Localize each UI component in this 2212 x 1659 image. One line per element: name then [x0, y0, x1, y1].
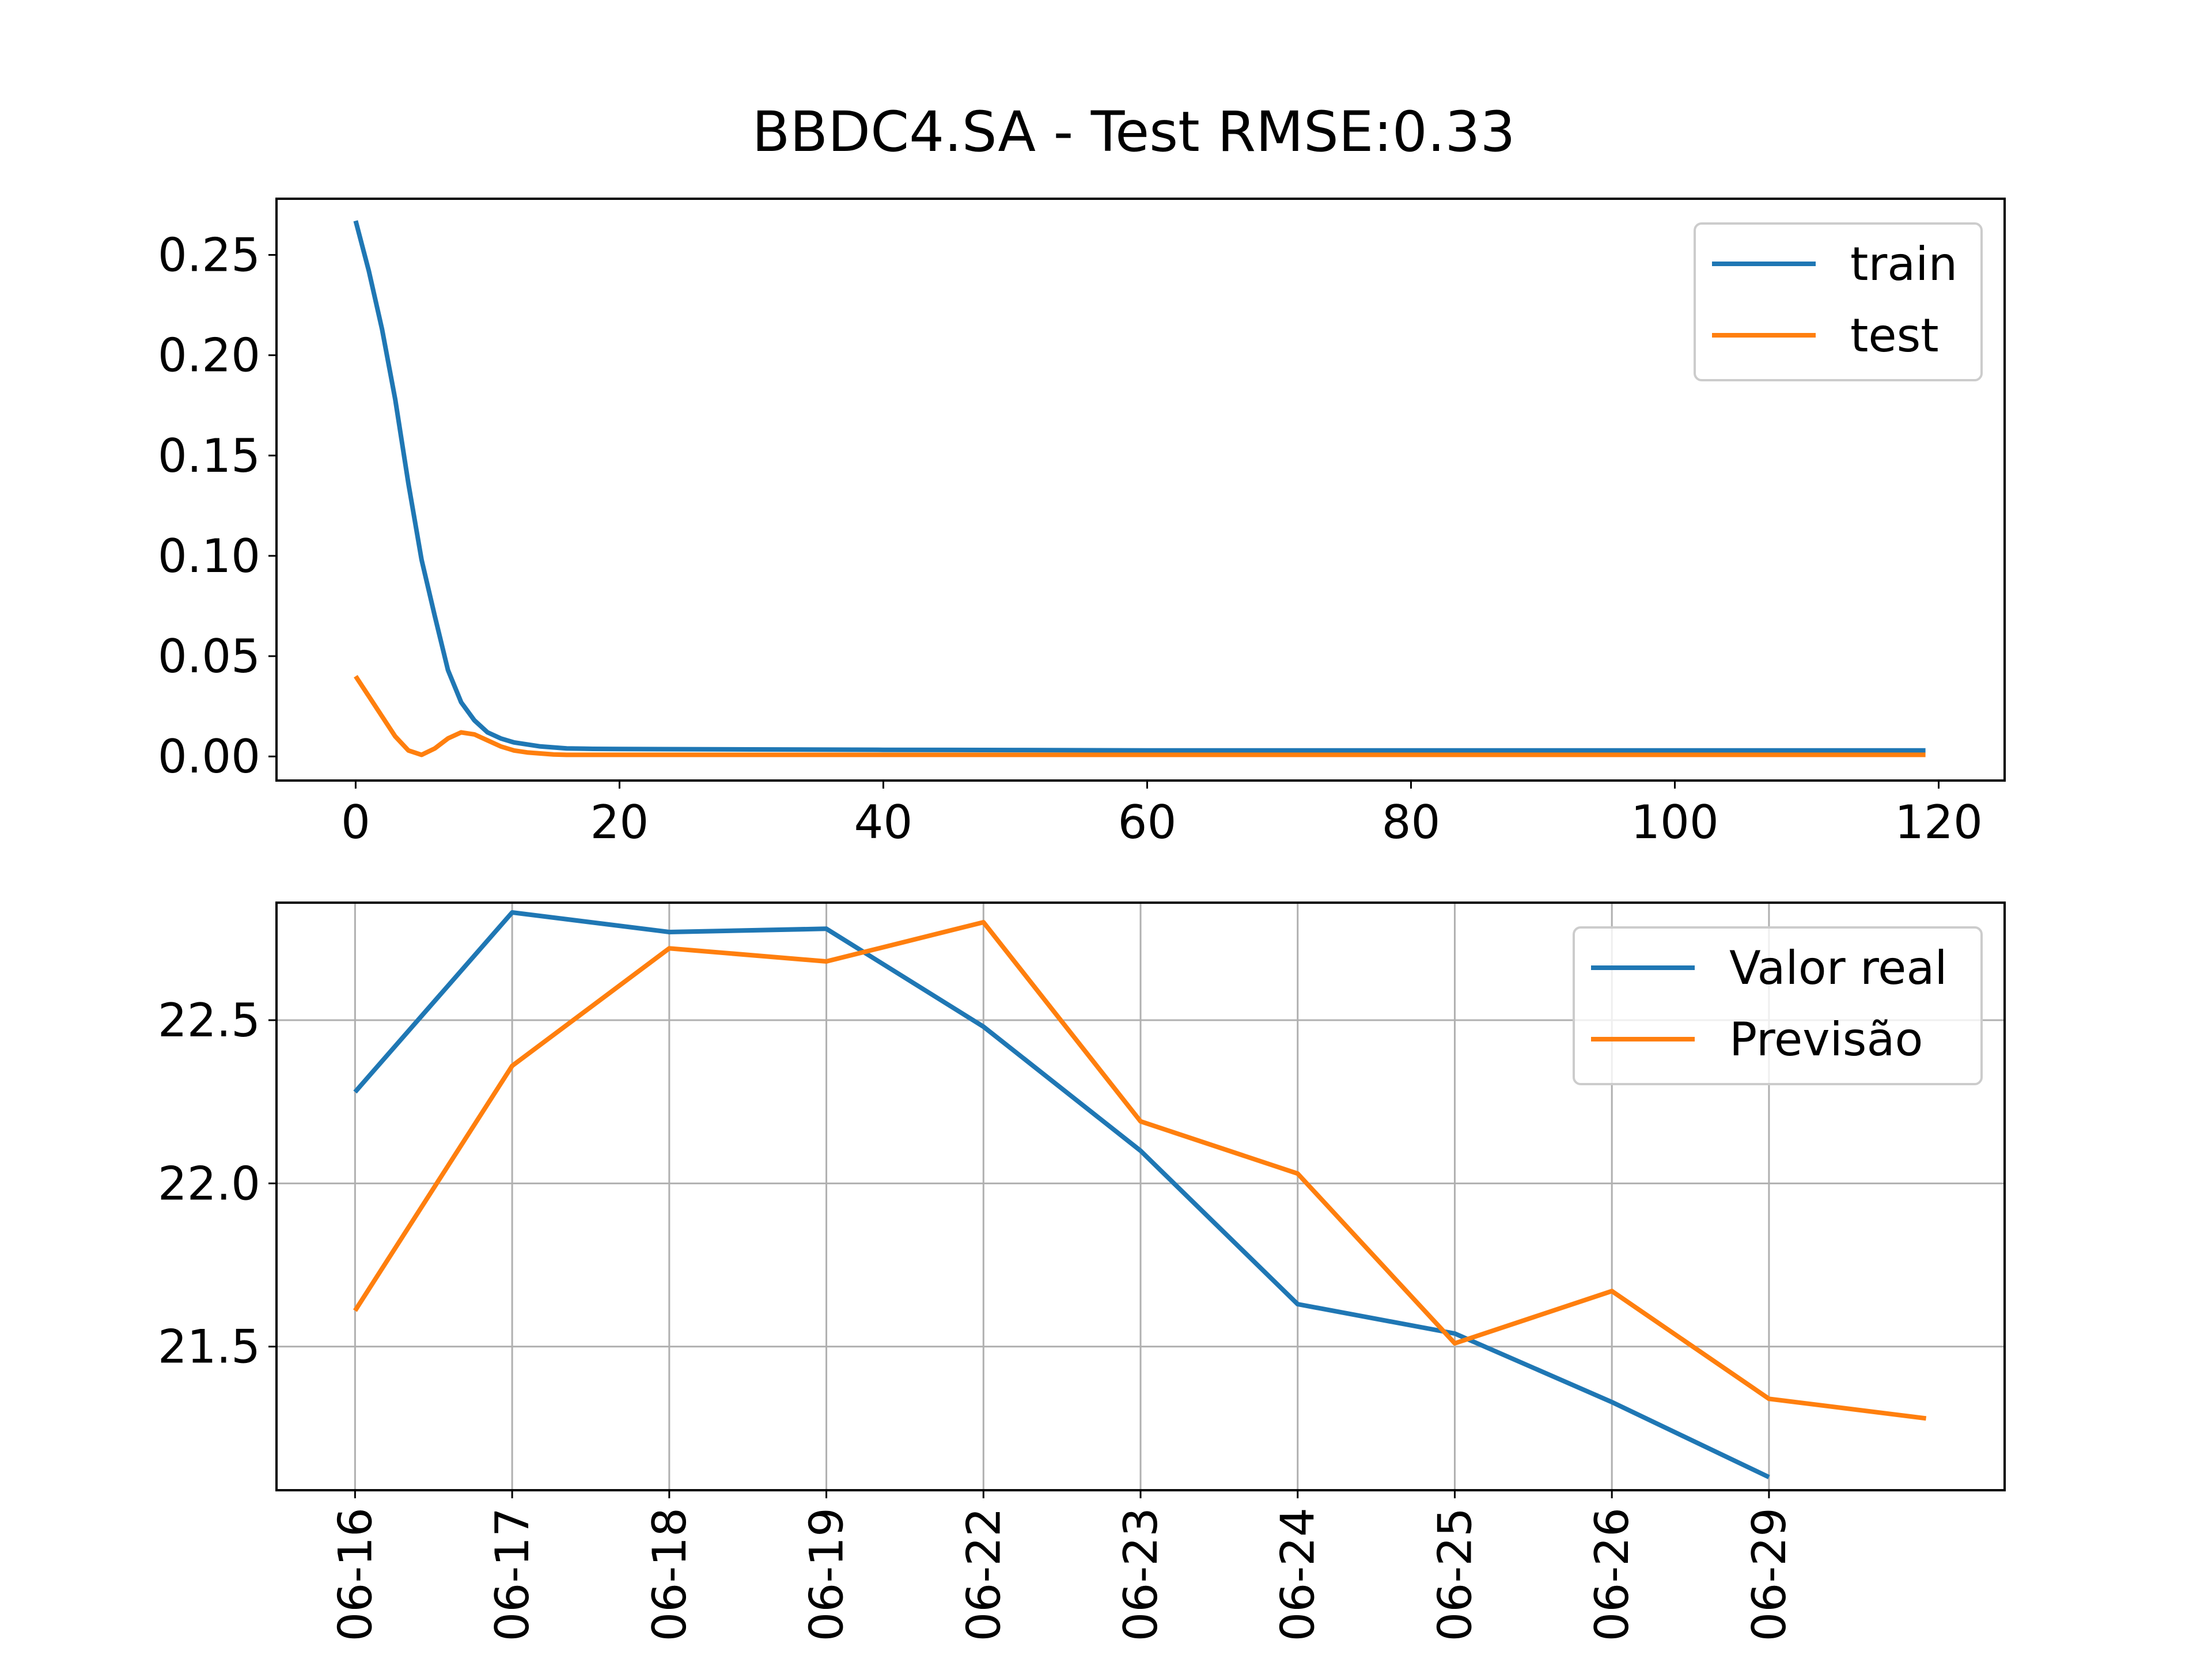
x-tick-label: 06-16 [328, 1508, 382, 1641]
y-tick-label: 21.5 [158, 1320, 260, 1374]
x-tick-label: 06-22 [957, 1508, 1010, 1641]
series-line-previs-o [353, 920, 1927, 1421]
x-tick-label: 60 [1118, 796, 1177, 849]
y-tick-label: 0.15 [158, 429, 260, 483]
legend-label-previsao: Previsão [1729, 1013, 1923, 1066]
legend-label-test: test [1850, 309, 1939, 362]
y-tick-label: 0.00 [158, 730, 260, 783]
series-line-valor-real [353, 910, 1770, 1479]
loss-chart: 0.00 0.05 0.10 0.15 0.20 0.25 0 20 40 60 80 100 120… [158, 198, 2006, 849]
y-tick-label: 22.5 [158, 994, 260, 1047]
prediction-chart-x-ticks: 06-16 06-17 06-18 06-19 06-22 06-23 06-24 06-25… [328, 1490, 1796, 1641]
x-tick-label: 0 [341, 796, 370, 849]
prediction-chart-lines [353, 910, 1927, 1479]
y-tick-label: 0.05 [158, 630, 260, 683]
y-tick-label: 22.0 [158, 1157, 260, 1210]
x-tick-label: 06-26 [1585, 1508, 1639, 1641]
x-tick-label: 100 [1631, 796, 1719, 849]
prediction-chart-legend: Valor real Previsão [1573, 926, 1983, 1085]
legend-label-valor-real: Valor real [1729, 941, 1948, 995]
x-tick-label: 06-29 [1743, 1508, 1796, 1641]
prediction-chart: 21.522.022.5 06-16 06-17 06-18 06-19 06-22 06… [158, 902, 2006, 1641]
loss-chart-x-ticks: 0 20 40 60 80 100 120 [341, 781, 1983, 849]
x-tick-label: 80 [1382, 796, 1441, 849]
loss-chart-legend: train test [1694, 222, 1983, 381]
legend-label-train: train [1850, 237, 1957, 291]
chart-title: BBDC4.SA - Test RMSE:0.33 [752, 100, 1515, 164]
prediction-chart-frame [275, 902, 2006, 1491]
loss-chart-y-ticks: 0.00 0.05 0.10 0.15 0.20 0.25 [158, 229, 276, 783]
series-line-train [353, 220, 1926, 753]
x-tick-label: 20 [590, 796, 649, 849]
x-tick-label: 06-19 [800, 1508, 854, 1641]
x-tick-label: 06-23 [1114, 1508, 1168, 1641]
x-tick-label: 06-25 [1428, 1508, 1482, 1641]
x-tick-label: 40 [854, 796, 913, 849]
x-tick-label: 06-18 [643, 1508, 696, 1641]
loss-chart-lines [353, 220, 1926, 757]
x-tick-label: 06-24 [1271, 1508, 1325, 1641]
y-tick-label: 0.10 [158, 529, 260, 583]
y-tick-label: 0.20 [158, 329, 260, 382]
x-tick-label: 120 [1895, 796, 1983, 849]
y-tick-label: 0.25 [158, 229, 260, 282]
series-line-test [354, 675, 1926, 757]
loss-chart-frame [275, 198, 2006, 782]
prediction-chart-y-ticks: 21.5 22.0 22.5 [158, 994, 276, 1374]
x-tick-label: 06-17 [486, 1508, 539, 1641]
